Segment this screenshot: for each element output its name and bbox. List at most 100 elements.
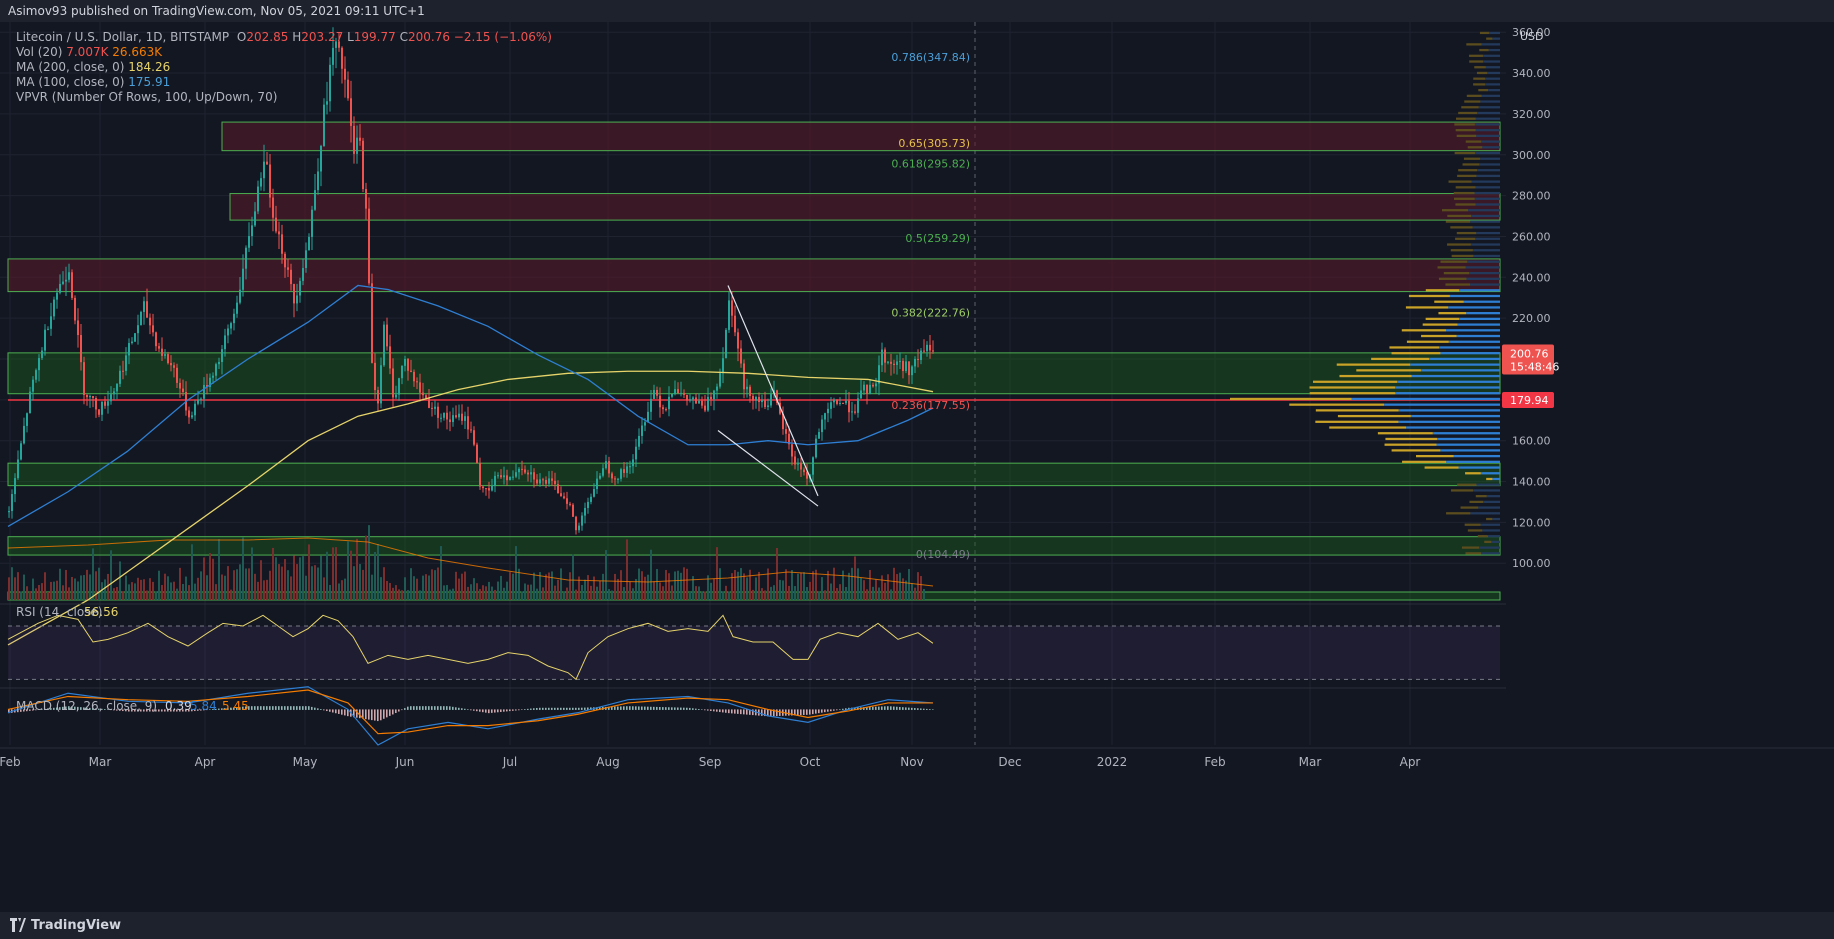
macd-histogram-bar bbox=[920, 708, 922, 710]
macd-histogram-bar bbox=[116, 709, 118, 711]
volume-bar bbox=[41, 583, 43, 600]
volume-bar bbox=[77, 581, 79, 600]
vpvr-up-bar bbox=[1429, 357, 1500, 361]
volume-bar bbox=[20, 591, 22, 600]
macd-histogram-bar bbox=[683, 707, 685, 710]
macd-histogram-bar bbox=[137, 709, 139, 712]
volume-bar bbox=[629, 581, 631, 600]
vpvr-up-bar bbox=[1470, 243, 1500, 246]
vpvr-up-bar bbox=[1481, 94, 1500, 97]
ohlc-close: 200.76 bbox=[407, 30, 450, 44]
macd-histogram-bar bbox=[632, 706, 634, 710]
volume-bar bbox=[194, 583, 196, 600]
volume-bar bbox=[65, 569, 67, 600]
candle-body bbox=[272, 197, 274, 218]
vpvr-up-bar bbox=[1472, 226, 1500, 229]
vpvr-up-bar bbox=[1475, 237, 1500, 240]
macd-histogram-bar bbox=[533, 708, 535, 710]
macd-histogram-bar bbox=[47, 708, 49, 710]
macd-histogram-bar bbox=[710, 709, 712, 711]
level-price-label: 179.94 bbox=[1510, 394, 1549, 407]
macd-histogram-bar bbox=[62, 706, 64, 710]
candle-body bbox=[113, 391, 115, 395]
volume-bar bbox=[833, 567, 835, 600]
vpvr-down-bar bbox=[1458, 169, 1478, 172]
candle-body bbox=[11, 494, 13, 512]
macd-histogram-bar bbox=[626, 706, 628, 710]
vpvr-down-bar bbox=[1401, 329, 1446, 332]
volume-bar bbox=[314, 565, 316, 600]
macd-histogram-bar bbox=[638, 706, 640, 710]
macd-histogram-bar bbox=[719, 709, 721, 713]
candle-body bbox=[686, 394, 688, 401]
volume-bar bbox=[428, 575, 430, 600]
volume-bar bbox=[164, 573, 166, 600]
volume-bar bbox=[920, 576, 922, 600]
volume-bar bbox=[374, 551, 376, 600]
candle-body bbox=[14, 478, 16, 495]
volume-bar bbox=[779, 579, 781, 600]
vpvr-up-bar bbox=[1479, 546, 1500, 549]
macd-histogram-bar bbox=[254, 706, 256, 710]
macd-histogram-bar bbox=[692, 708, 694, 710]
candle-body bbox=[71, 272, 73, 298]
volume-bar bbox=[410, 568, 412, 600]
macd-histogram-bar bbox=[383, 709, 385, 719]
candle-body bbox=[929, 344, 931, 351]
macd-histogram-bar bbox=[8, 709, 10, 714]
vpvr-down-bar bbox=[1460, 506, 1479, 509]
time-tick-label: Nov bbox=[900, 755, 923, 769]
rsi-band bbox=[8, 626, 1500, 680]
volume-bar bbox=[683, 567, 685, 600]
volume-bar bbox=[200, 571, 202, 600]
vpvr-up-bar bbox=[1459, 289, 1500, 292]
volume-bar bbox=[227, 566, 229, 600]
macd-histogram-bar bbox=[836, 709, 838, 711]
macd-histogram-bar bbox=[908, 707, 910, 710]
vpvr-up-bar bbox=[1480, 523, 1500, 526]
volume-bar bbox=[908, 569, 910, 600]
macd-histogram-bar bbox=[818, 709, 820, 714]
macd-histogram-bar bbox=[665, 707, 667, 710]
vpvr-down-bar bbox=[1377, 432, 1433, 435]
macd-histogram-bar bbox=[395, 709, 397, 713]
macd-histogram-bar bbox=[752, 709, 754, 716]
macd-histogram-bar bbox=[179, 709, 181, 712]
volume-bar bbox=[284, 559, 286, 600]
macd-histogram-bar bbox=[473, 709, 475, 711]
macd-histogram-bar bbox=[74, 706, 76, 710]
candle-body bbox=[311, 209, 313, 237]
candle-body bbox=[362, 140, 364, 190]
candle-body bbox=[725, 329, 727, 359]
macd-histogram-bar bbox=[152, 709, 154, 712]
volume-bars bbox=[7, 525, 934, 600]
volume-bar bbox=[170, 582, 172, 600]
price-chart[interactable]: 0.786(347.84) 0.65(305.73) 0.618(295.82) 0.… bbox=[0, 0, 1834, 912]
candle-body bbox=[206, 385, 208, 387]
volume-bar bbox=[563, 591, 565, 600]
candle-body bbox=[35, 370, 37, 380]
volume-bar bbox=[62, 585, 64, 600]
candle-body bbox=[476, 444, 478, 464]
macd-histogram-bar bbox=[575, 707, 577, 710]
macd-histogram-bar bbox=[875, 706, 877, 710]
volume-bar bbox=[851, 567, 853, 600]
candle-body bbox=[785, 429, 787, 434]
macd-histogram-bar bbox=[932, 709, 934, 710]
macd-histogram-bar bbox=[641, 706, 643, 710]
macd-histogram-bar bbox=[872, 706, 874, 710]
macd-histogram-bar bbox=[38, 709, 40, 710]
vpvr-up-bar bbox=[1432, 432, 1500, 435]
volume-bar bbox=[230, 589, 232, 600]
macd-histogram-bar bbox=[71, 706, 73, 710]
macd-histogram-bar bbox=[188, 709, 190, 712]
macd-histogram-bar bbox=[494, 709, 496, 713]
candle-body bbox=[677, 389, 679, 394]
volume-bar bbox=[512, 573, 514, 600]
level-price-tag bbox=[1502, 391, 1554, 408]
vpvr-down-bar bbox=[1315, 409, 1399, 412]
candle-body bbox=[884, 349, 886, 363]
candle-body bbox=[29, 391, 31, 414]
macd-histogram-bar bbox=[566, 707, 568, 710]
vpvr-up-bar bbox=[1481, 552, 1500, 555]
